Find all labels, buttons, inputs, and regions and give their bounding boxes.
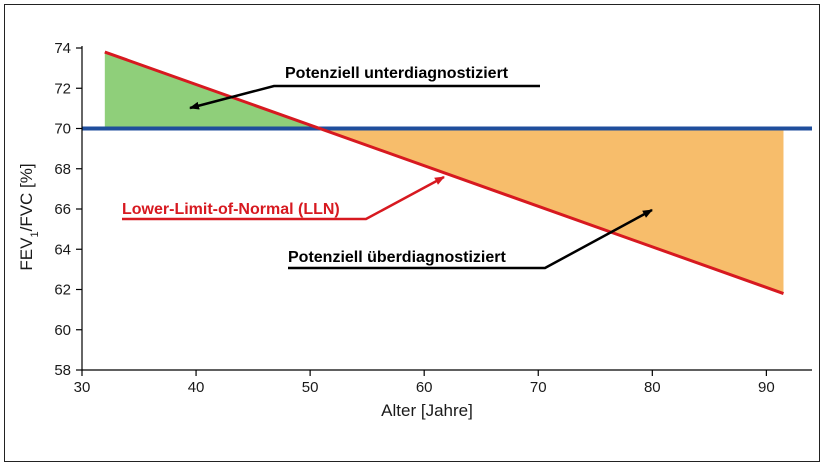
x-tick-label: 40 bbox=[188, 379, 205, 396]
x-tick-label: 50 bbox=[302, 379, 319, 396]
y-tick-label: 72 bbox=[54, 80, 71, 97]
y-tick-label: 66 bbox=[54, 201, 71, 218]
y-tick-label: 64 bbox=[54, 241, 71, 258]
x-tick-label: 90 bbox=[758, 379, 775, 396]
y-tick-label: 70 bbox=[54, 121, 71, 138]
x-axis-title: Alter [Jahre] bbox=[381, 401, 473, 420]
y-tick-label: 62 bbox=[54, 282, 71, 299]
y-tick-label: 58 bbox=[54, 362, 71, 379]
x-tick-label: 60 bbox=[416, 379, 433, 396]
y-tick-label: 68 bbox=[54, 161, 71, 178]
label-unterdiagnostiziert: Potenziell unterdiagnostiziert bbox=[285, 65, 509, 82]
arrow-ueberdiagnostiziert bbox=[288, 208, 653, 270]
x-tick-label: 70 bbox=[530, 379, 547, 396]
y-tick-label: 74 bbox=[54, 40, 71, 57]
x-tick-label: 30 bbox=[74, 379, 91, 396]
label-lln: Lower-Limit-of-Normal (LLN) bbox=[122, 201, 340, 218]
lln-line bbox=[104, 50, 784, 295]
y-axis-title: FEV1/FVC [%] bbox=[17, 163, 41, 270]
label-ueberdiagnostiziert: Potenziell überdiagnostiziert bbox=[288, 249, 506, 266]
x-tick-label: 80 bbox=[644, 379, 661, 396]
y-tick-label: 60 bbox=[54, 322, 71, 339]
arrow-lln bbox=[122, 175, 445, 221]
arrow-unterdiagnostiziert bbox=[189, 84, 540, 110]
